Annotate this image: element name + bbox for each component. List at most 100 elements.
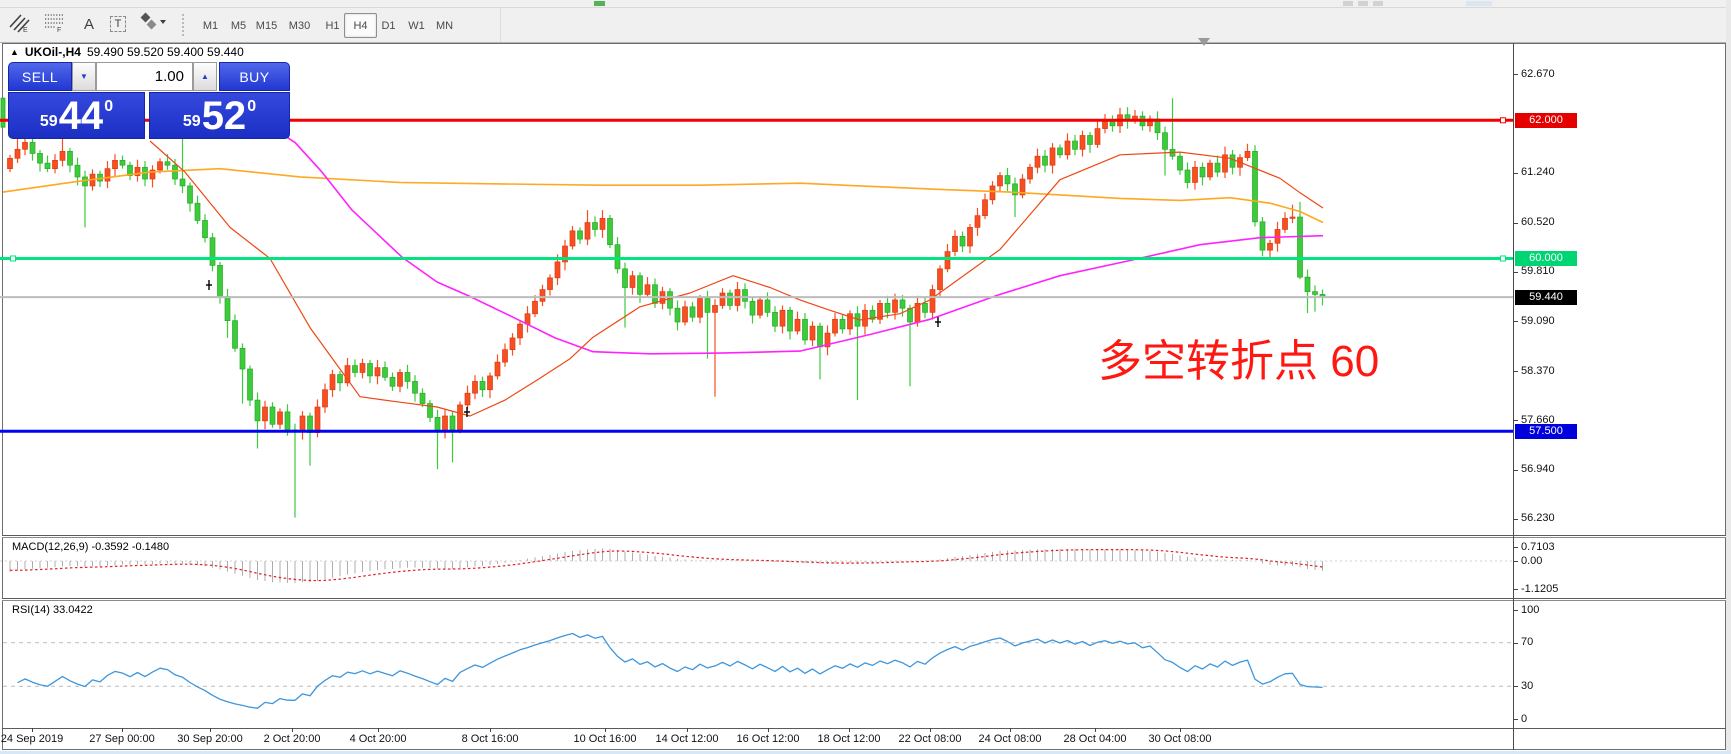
time-axis-tick <box>1010 728 1011 732</box>
svg-text:F: F <box>57 27 61 33</box>
rsi-level-lines <box>3 642 1513 687</box>
timeframe-button-m5[interactable]: M5 <box>230 19 247 32</box>
time-axis-label: 22 Oct 08:00 <box>898 733 962 745</box>
chart-text-annotation: 多空转折点 60 <box>1098 337 1380 386</box>
ma-slow-orange <box>2 167 1324 224</box>
top-toolbar-partial-row <box>0 0 1731 8</box>
toolbar-fragment-green <box>594 1 605 6</box>
toolbar-divider <box>500 8 501 42</box>
timeframe-button-m30[interactable]: M30 <box>288 19 311 32</box>
price-axis-label: 60.520 <box>1521 216 1555 229</box>
timeframe-button-m1[interactable]: M1 <box>202 19 219 32</box>
collapse-triangle-icon[interactable]: ▲ <box>10 47 19 57</box>
price-axis-label: 57.660 <box>1521 413 1555 426</box>
price-axis-tick <box>1513 172 1518 174</box>
chart-shift-marker-icon[interactable] <box>1198 38 1210 46</box>
macd-signal-line <box>9 548 1323 582</box>
price-axis-tick <box>1513 420 1518 422</box>
time-axis-label: 2 Oct 20:00 <box>263 733 321 745</box>
price-axis-label: 59.090 <box>1521 314 1555 327</box>
sell-button[interactable]: SELL <box>8 62 72 91</box>
time-axis-label: 24 Sep 2019 <box>0 733 64 745</box>
candles-layer <box>0 97 1326 518</box>
buy-price-panel[interactable]: 59 52 0 <box>149 92 290 139</box>
time-axis-label: 27 Sep 00:00 <box>89 733 155 745</box>
price-axis-tick <box>1513 74 1518 75</box>
panel-separator-macd[interactable] <box>2 535 1726 538</box>
volume-input[interactable] <box>96 62 193 91</box>
toolbar-fragment <box>1358 1 1368 6</box>
macd-axis-tick <box>1513 589 1518 590</box>
panel-separator-rsi[interactable] <box>2 598 1726 601</box>
timeframe-button-mn[interactable]: MN <box>435 19 454 32</box>
price-axis-label: 56.940 <box>1521 463 1555 476</box>
rsi-line <box>17 632 1323 709</box>
timeframe-button-m15[interactable]: M15 <box>255 19 278 32</box>
time-axis-tick <box>768 728 769 732</box>
price-axis-tick <box>1513 518 1518 520</box>
time-axis-tick <box>210 728 211 732</box>
macd-axis-tick <box>1513 547 1518 548</box>
time-axis-label: 30 Oct 08:00 <box>1148 733 1212 745</box>
time-axis-label: 10 Oct 16:00 <box>573 733 637 745</box>
volume-decrease-button[interactable]: ▼ <box>72 62 96 91</box>
price-axis-label: 62.670 <box>1521 67 1555 80</box>
fibonacci-tool-icon[interactable]: F <box>42 11 70 37</box>
price-axis-tick <box>1513 371 1518 373</box>
text-label-tool-icon[interactable]: A <box>83 15 94 33</box>
macd-axis-label: 0.00 <box>1521 554 1543 567</box>
rsi-axis-label: 70 <box>1521 636 1534 649</box>
buy-price-handle: 59 <box>182 113 201 130</box>
price-axis-tick <box>1513 271 1518 273</box>
timeframe-button-h1[interactable]: H1 <box>325 19 340 32</box>
price-axis-divider[interactable] <box>1513 43 1514 750</box>
time-axis-tick <box>1095 728 1096 732</box>
ma-mid-magenta <box>265 123 1324 355</box>
price-axis-label: 58.370 <box>1521 364 1555 377</box>
buy-button[interactable]: BUY <box>219 62 290 91</box>
macd-histogram <box>0 548 1513 583</box>
chart-title: ▲ UKOil-,H4 59.490 59.520 59.400 59.440 <box>10 45 244 59</box>
price-badge-60000: 60.000 <box>1515 250 1577 266</box>
text-tool-icon[interactable]: T <box>106 11 130 37</box>
rsi-label: RSI(14) 33.0422 <box>12 604 93 616</box>
one-click-trading-widget: SELL ▼ ▲ BUY 59 44 0 59 52 0 <box>8 62 290 139</box>
timeframe-button-d1[interactable]: D1 <box>381 19 396 32</box>
timeframe-button-h4[interactable]: H4 <box>344 13 377 38</box>
time-axis-tick <box>32 728 33 732</box>
macd-axis-tick <box>1513 561 1518 562</box>
time-axis-tick <box>292 728 293 732</box>
time-axis-tick <box>122 728 123 732</box>
window-right-edge <box>1726 0 1731 754</box>
arrows-tool-icon[interactable] <box>138 11 172 37</box>
time-axis-label: 8 Oct 16:00 <box>461 733 519 745</box>
time-axis-label: 14 Oct 12:00 <box>655 733 719 745</box>
price-badge-57500: 57.500 <box>1515 423 1577 439</box>
chart-window[interactable] <box>2 43 1726 750</box>
ohlc-quote-label: 59.490 59.520 59.400 59.440 <box>86 45 244 59</box>
price-axis-tick <box>1513 469 1518 471</box>
time-axis-tick <box>378 728 379 732</box>
time-axis-label: 4 Oct 20:00 <box>349 733 407 745</box>
level-line-60000[interactable] <box>0 255 1513 262</box>
time-axis-label: 24 Oct 08:00 <box>978 733 1042 745</box>
price-badge-59440: 59.440 <box>1515 289 1577 305</box>
macd-axis-label: -1.1205 <box>1521 582 1559 595</box>
rsi-axis-tick <box>1513 610 1518 611</box>
channels-tool-icon[interactable]: E <box>8 11 36 37</box>
timeframe-button-w1[interactable]: W1 <box>408 19 425 32</box>
sell-price-point: 0 <box>104 98 114 115</box>
volume-increase-button[interactable]: ▲ <box>193 62 217 91</box>
macd-label: MACD(12,26,9) -0.3592 -0.1480 <box>12 541 170 553</box>
window-bottom-edge <box>0 751 1731 754</box>
buy-price-point: 0 <box>247 98 257 115</box>
rsi-axis-label: 0 <box>1521 712 1528 725</box>
toolbar-fragment <box>1466 1 1492 6</box>
macd-axis-label: 0.7103 <box>1521 540 1555 553</box>
ma-fast-red <box>149 140 1324 417</box>
toolbar-separator <box>182 14 187 36</box>
sell-price-panel[interactable]: 59 44 0 <box>8 92 145 139</box>
svg-text:E: E <box>23 27 28 33</box>
